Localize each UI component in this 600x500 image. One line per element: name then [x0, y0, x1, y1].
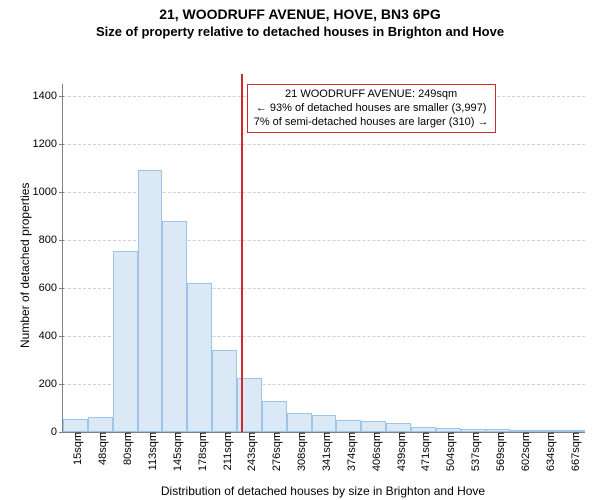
chart-title-block: 21, WOODRUFF AVENUE, HOVE, BN3 6PG Size …: [0, 0, 600, 40]
annotation-line: 7% of semi-detached houses are larger (3…: [254, 115, 489, 129]
xtick-label: 406sqm: [365, 432, 383, 471]
histogram-bar: [88, 417, 113, 431]
annotation-line: 21 WOODRUFF AVENUE: 249sqm: [254, 87, 489, 101]
xtick-label: 48sqm: [91, 432, 109, 465]
xtick-label: 439sqm: [390, 432, 408, 471]
reference-line: [241, 74, 243, 432]
xtick-label: 211sqm: [216, 432, 234, 470]
xtick-label: 308sqm: [290, 432, 308, 471]
ytick-label: 200: [39, 378, 63, 390]
xtick-label: 80sqm: [116, 432, 134, 465]
xtick-label: 634sqm: [539, 432, 557, 471]
title-main: 21, WOODRUFF AVENUE, HOVE, BN3 6PG: [0, 6, 600, 24]
xtick-label: 471sqm: [414, 432, 432, 471]
y-axis-label: Number of detached properties: [18, 182, 32, 347]
xtick-label: 374sqm: [340, 432, 358, 471]
ytick-label: 0: [51, 426, 63, 438]
ytick-label: 1200: [33, 138, 63, 150]
ytick-label: 400: [39, 330, 63, 342]
ytick-label: 800: [39, 234, 63, 246]
xtick-label: 504sqm: [439, 432, 457, 471]
xtick-label: 178sqm: [191, 432, 209, 471]
histogram-bar: [212, 350, 237, 432]
histogram-bar: [386, 423, 411, 431]
xtick-label: 537sqm: [464, 432, 482, 471]
histogram-bar: [187, 283, 212, 432]
xtick-label: 243sqm: [240, 432, 258, 471]
xtick-label: 667sqm: [564, 432, 582, 471]
xtick-label: 341sqm: [315, 432, 333, 471]
xtick-label: 145sqm: [166, 432, 184, 471]
xtick-label: 15sqm: [66, 432, 84, 465]
histogram-bar: [63, 419, 88, 432]
xtick-label: 276sqm: [265, 432, 283, 471]
title-sub: Size of property relative to detached ho…: [0, 24, 600, 40]
histogram-bar: [287, 413, 312, 432]
histogram-bar: [262, 401, 287, 432]
annotation-box: 21 WOODRUFF AVENUE: 249sqm← 93% of detac…: [247, 84, 496, 133]
ytick-label: 600: [39, 282, 63, 294]
xtick-label: 569sqm: [489, 432, 507, 471]
gridline: [63, 144, 585, 145]
xtick-label: 602sqm: [514, 432, 532, 471]
histogram-bar: [336, 420, 361, 432]
ytick-label: 1400: [33, 90, 63, 102]
ytick-label: 1000: [33, 186, 63, 198]
histogram-bar: [138, 170, 163, 432]
histogram-bar: [162, 221, 187, 432]
histogram-bar: [113, 251, 138, 432]
xtick-label: 113sqm: [141, 432, 159, 470]
histogram-bar: [361, 421, 386, 432]
plot-area: 020040060080010001200140015sqm48sqm80sqm…: [62, 84, 585, 433]
histogram-bar: [312, 415, 337, 432]
annotation-line: ← 93% of detached houses are smaller (3,…: [254, 101, 489, 115]
x-axis-label: Distribution of detached houses by size …: [62, 484, 584, 498]
